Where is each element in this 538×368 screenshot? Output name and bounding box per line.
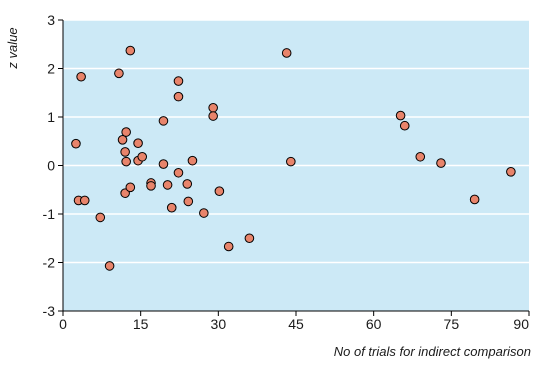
data-point [95, 212, 106, 223]
x-tick-label: 45 [288, 316, 304, 332]
data-point [223, 241, 234, 252]
y-tick-label: 2 [47, 61, 55, 77]
data-points [71, 45, 516, 271]
y-tick-label: -2 [43, 255, 56, 271]
data-point [76, 71, 86, 82]
x-tick-label: 75 [444, 316, 460, 332]
data-point [104, 261, 115, 271]
data-point [187, 155, 198, 166]
y-tick-label: 3 [47, 12, 55, 28]
data-point [125, 182, 136, 193]
data-point [244, 233, 255, 244]
data-point [395, 110, 406, 121]
data-point [79, 195, 90, 206]
data-point [506, 167, 516, 177]
data-point [146, 181, 156, 191]
data-point [436, 158, 446, 168]
gridlines [63, 19, 529, 264]
x-tick-label: 30 [211, 316, 227, 332]
data-point [137, 151, 148, 162]
data-point [71, 138, 81, 149]
data-point [469, 194, 480, 205]
data-point [183, 196, 194, 207]
data-point [121, 156, 131, 167]
x-tick-label: 15 [133, 316, 149, 332]
data-point [166, 202, 177, 213]
y-tick-label: -3 [43, 303, 56, 319]
data-point [158, 159, 169, 169]
data-point [208, 111, 218, 121]
x-tick-labels: 0 15 30 45 60 75 90 [59, 316, 529, 332]
data-point [121, 127, 131, 137]
data-point [199, 208, 209, 218]
data-point [173, 167, 184, 178]
x-axis-label: No of trials for indirect comparison [334, 344, 531, 359]
data-point [415, 151, 426, 162]
y-axis-label: z value [5, 27, 20, 69]
y-tick-labels: -3 -2 -1 0 1 2 3 [43, 12, 56, 319]
data-point [173, 91, 184, 102]
axes [58, 19, 530, 316]
data-point [162, 180, 173, 190]
data-point [182, 179, 193, 189]
x-tick-label: 60 [366, 316, 382, 332]
data-point [125, 45, 136, 56]
data-point [120, 147, 130, 157]
data-point [173, 76, 184, 86]
data-point [399, 120, 410, 131]
data-point [133, 138, 143, 148]
data-point [158, 116, 169, 126]
y-tick-label: -1 [43, 206, 56, 222]
data-point [281, 48, 292, 58]
data-point [114, 68, 124, 79]
y-tick-label: 1 [47, 109, 55, 125]
data-point [117, 134, 128, 145]
data-point [208, 102, 218, 113]
data-point [286, 156, 296, 167]
data-point [214, 186, 225, 197]
y-tick-label: 0 [47, 158, 55, 174]
x-tick-label: 90 [513, 316, 529, 332]
x-tick-label: 0 [59, 316, 67, 332]
